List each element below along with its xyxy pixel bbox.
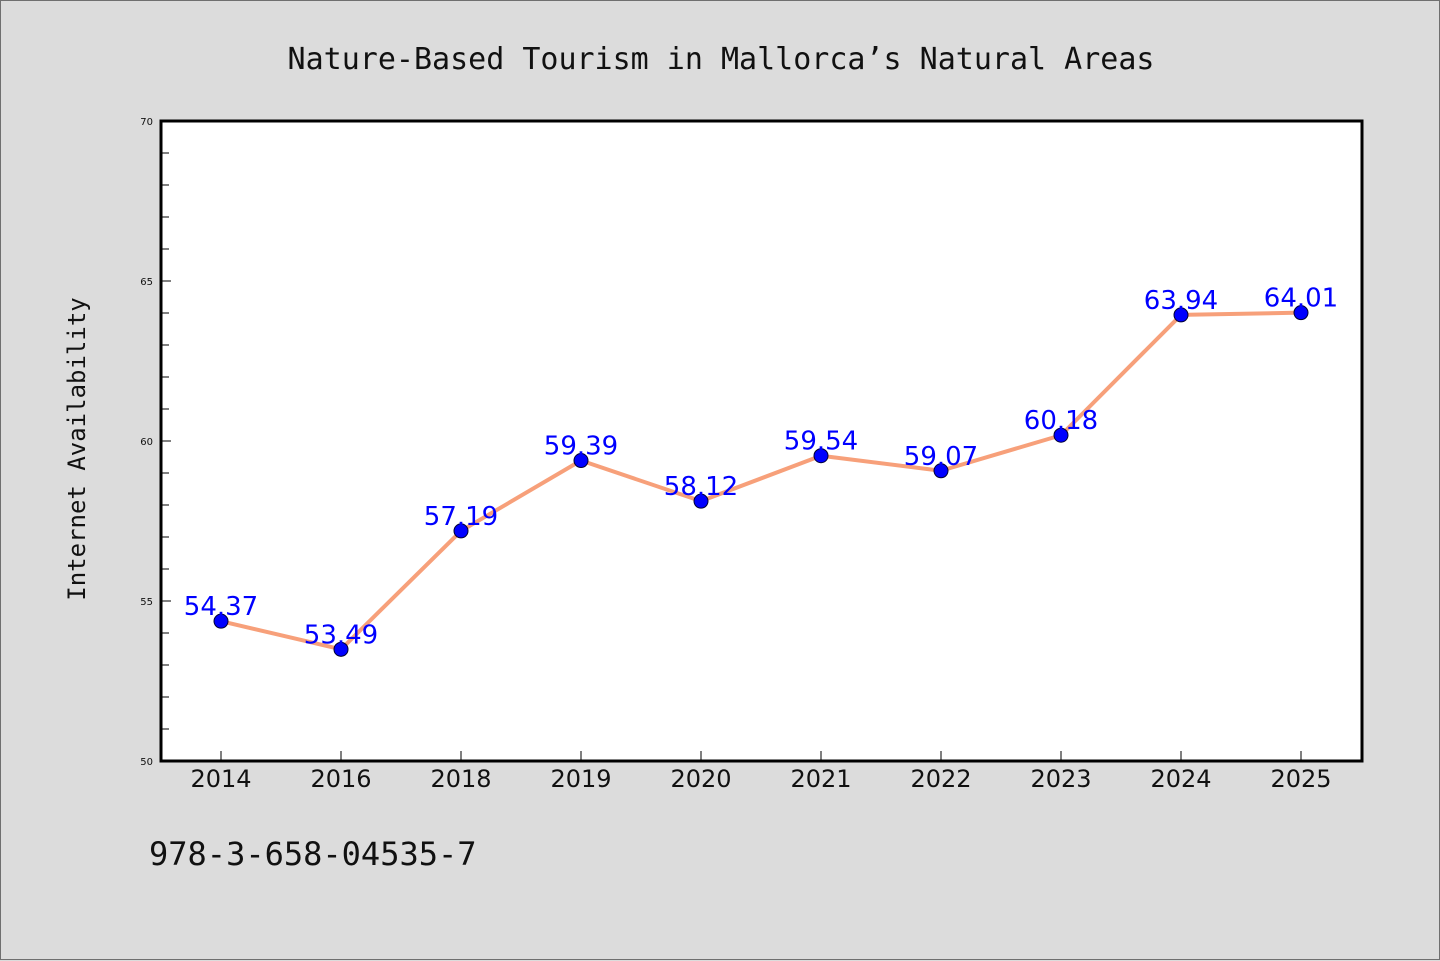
data-point [1173, 307, 1189, 323]
data-point [1053, 427, 1069, 443]
data-label: 59.07 [904, 442, 978, 472]
data-point [453, 523, 469, 539]
data-label: 59.54 [784, 427, 858, 457]
plot-area [159, 119, 1364, 763]
chart-title: Nature-Based Tourism in Mallorca’s Natur… [288, 42, 1155, 77]
data-point [1293, 305, 1309, 321]
x-axis: 2014 2016 2018 2019 2020 2021 2022 2023 2024 2025 [190, 751, 1332, 793]
data-point [213, 613, 229, 629]
data-label: 57.19 [424, 502, 498, 532]
x-tick-label: 2018 [430, 765, 491, 793]
x-tick-label: 2025 [1270, 765, 1331, 793]
y-tick-label: 70 [140, 117, 153, 128]
data-label: 58.12 [664, 472, 738, 502]
data-label: 54.37 [184, 592, 258, 622]
x-tick-label: 2022 [910, 765, 971, 793]
series-group: 54.37 53.49 57.19 59.39 58.12 59.54 59.07 60.18… [184, 284, 1338, 657]
x-tick-label: 2020 [670, 765, 731, 793]
data-label: 60.18 [1024, 406, 1098, 436]
y-tick-label: 60 [140, 437, 153, 448]
y-axis-label: Internet Availability [63, 297, 91, 600]
data-point [933, 463, 949, 479]
x-tick-label: 2019 [550, 765, 611, 793]
data-label: 59.39 [544, 432, 618, 462]
data-point [693, 493, 709, 509]
data-label: 64.01 [1264, 284, 1338, 314]
data-label: 53.49 [304, 620, 378, 650]
isbn-footer: 978-3-658-04535-7 [149, 835, 477, 873]
data-point [813, 448, 829, 464]
series-line [219, 310, 1303, 652]
y-tick-label: 50 [140, 757, 153, 768]
x-tick-label: 2023 [1030, 765, 1091, 793]
y-tick-label: 55 [140, 597, 153, 608]
x-tick-label: 2021 [790, 765, 851, 793]
y-tick-label: 65 [140, 277, 153, 288]
x-tick-label: 2014 [190, 765, 251, 793]
data-point [333, 641, 349, 657]
x-tick-label: 2024 [1150, 765, 1211, 793]
data-label: 63.94 [1144, 286, 1218, 316]
data-point [573, 453, 589, 469]
y-axis: 50 55 60 65 70 [140, 117, 171, 768]
x-tick-label: 2016 [310, 765, 371, 793]
